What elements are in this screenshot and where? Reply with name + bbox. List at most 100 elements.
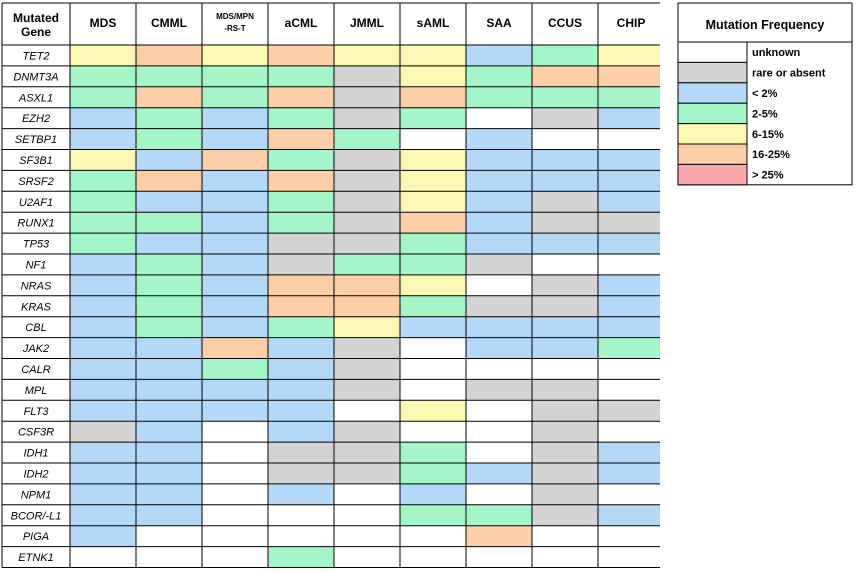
gene-label-nras: NRAS xyxy=(21,280,52,292)
cell-etnk1-mds-mpn-rs-t xyxy=(202,546,268,568)
cell-idh2-mds-mpn-rs-t xyxy=(202,463,268,484)
gene-label-calr: CALR xyxy=(21,364,50,376)
cell-idh1-mds xyxy=(70,442,136,463)
legend-label-2-5: 2-5% xyxy=(752,108,778,120)
cell-nras-saa xyxy=(466,274,532,296)
cell-flt3-jmml xyxy=(334,400,400,422)
gene-label-u2af1: U2AF1 xyxy=(19,197,53,209)
legend-box xyxy=(677,2,853,186)
cell-bcor-l1-mds-mpn-rs-t xyxy=(202,504,268,526)
cell-cbl-saml xyxy=(400,316,466,338)
cell-nf1-acml xyxy=(268,254,334,275)
cell-asxl1-ccus xyxy=(532,86,598,108)
cell-sf3b1-saml xyxy=(400,149,466,171)
cell-tet2-mds xyxy=(70,45,136,66)
cell-piga-saa xyxy=(466,525,532,547)
cell-jak2-acml xyxy=(268,337,334,359)
gene-label-setbp1: SETBP1 xyxy=(15,134,57,146)
cell-etnk1-cmml xyxy=(136,546,202,568)
cell-idh2-acml xyxy=(268,463,334,484)
gene-label-tp53: TP53 xyxy=(23,239,50,251)
cell-sf3b1-acml xyxy=(268,149,334,171)
cell-asxl1-mds xyxy=(70,86,136,108)
cell-idh2-jmml xyxy=(334,463,400,484)
cell-ezh2-ccus xyxy=(532,107,598,129)
cell-tp53-acml xyxy=(268,233,334,254)
cell-runx1-ccus xyxy=(532,212,598,234)
column-header-chip: CHIP xyxy=(617,16,646,30)
cell-setbp1-cmml xyxy=(136,128,202,150)
cell-srsf2-jmml xyxy=(334,170,400,192)
cell-nras-ccus xyxy=(532,274,598,296)
cell-idh2-cmml xyxy=(136,463,202,484)
cell-setbp1-saa xyxy=(466,128,532,150)
cell-ezh2-saml xyxy=(400,107,466,129)
cell-mpl-acml xyxy=(268,379,334,401)
gene-label-etnk1: ETNK1 xyxy=(18,552,53,564)
cell-nf1-cmml xyxy=(136,254,202,275)
cell-kras-ccus xyxy=(532,295,598,317)
cell-bcor-l1-saa xyxy=(466,504,532,526)
cell-nras-mds xyxy=(70,274,136,296)
cell-idh2-saa xyxy=(466,463,532,484)
cell-runx1-saml xyxy=(400,212,466,234)
cell-kras-jmml xyxy=(334,295,400,317)
cell-tet2-mds-mpn-rs-t xyxy=(202,45,268,66)
cell-tp53-mds-mpn-rs-t xyxy=(202,233,268,254)
cell-cbl-mds-mpn-rs-t xyxy=(202,316,268,338)
cell-mpl-saa xyxy=(466,379,532,401)
cell-piga-saml xyxy=(400,525,466,547)
cell-csf3r-jmml xyxy=(334,421,400,443)
cell-jak2-mds-mpn-rs-t xyxy=(202,337,268,359)
legend-label-rare-or-absent: rare or absent xyxy=(752,68,826,80)
cell-srsf2-chip xyxy=(598,170,660,192)
cell-flt3-cmml xyxy=(136,400,202,422)
cell-ezh2-jmml xyxy=(334,107,400,129)
legend-swatch-16-25 xyxy=(677,143,748,165)
cell-setbp1-acml xyxy=(268,128,334,150)
cell-nf1-chip xyxy=(598,254,660,275)
cell-etnk1-acml xyxy=(268,546,334,568)
cell-ezh2-mds-mpn-rs-t xyxy=(202,107,268,129)
cell-npm1-jmml xyxy=(334,483,400,505)
cell-csf3r-ccus xyxy=(532,421,598,443)
cell-kras-cmml xyxy=(136,295,202,317)
cell-idh1-ccus xyxy=(532,442,598,463)
cell-piga-chip xyxy=(598,525,660,547)
cell-srsf2-saml xyxy=(400,170,466,192)
cell-idh1-jmml xyxy=(334,442,400,463)
cell-tet2-cmml xyxy=(136,45,202,66)
cell-asxl1-chip xyxy=(598,86,660,108)
cell-jak2-ccus xyxy=(532,337,598,359)
cell-nf1-ccus xyxy=(532,254,598,275)
cell-tp53-cmml xyxy=(136,233,202,254)
cell-nf1-mds-mpn-rs-t xyxy=(202,254,268,275)
cell-dnmt3a-saml xyxy=(400,65,466,87)
gene-label-piga: PIGA xyxy=(23,531,49,543)
gene-label-cbl: CBL xyxy=(25,322,46,334)
cell-cbl-cmml xyxy=(136,316,202,338)
cell-csf3r-saml xyxy=(400,421,466,443)
legend-swatch-6-15 xyxy=(677,123,748,145)
cell-u2af1-chip xyxy=(598,191,660,213)
cell-cbl-acml xyxy=(268,316,334,338)
legend-swatch-2 xyxy=(677,82,748,104)
cell-nras-cmml xyxy=(136,274,202,296)
cell-idh1-saa xyxy=(466,442,532,463)
cell-srsf2-saa xyxy=(466,170,532,192)
cell-runx1-mds xyxy=(70,212,136,234)
cell-tp53-chip xyxy=(598,233,660,254)
cell-calr-mds-mpn-rs-t xyxy=(202,358,268,380)
cell-calr-saa xyxy=(466,358,532,380)
cell-nras-saml xyxy=(400,274,466,296)
cell-flt3-saml xyxy=(400,400,466,422)
legend-swatch-rare-or-absent xyxy=(677,61,748,84)
cell-bcor-l1-chip xyxy=(598,504,660,526)
cell-tet2-chip xyxy=(598,45,660,66)
cell-u2af1-cmml xyxy=(136,191,202,213)
cell-tet2-acml xyxy=(268,45,334,66)
cell-jak2-mds xyxy=(70,337,136,359)
cell-runx1-jmml xyxy=(334,212,400,234)
cell-idh1-cmml xyxy=(136,442,202,463)
cell-sf3b1-saa xyxy=(466,149,532,171)
